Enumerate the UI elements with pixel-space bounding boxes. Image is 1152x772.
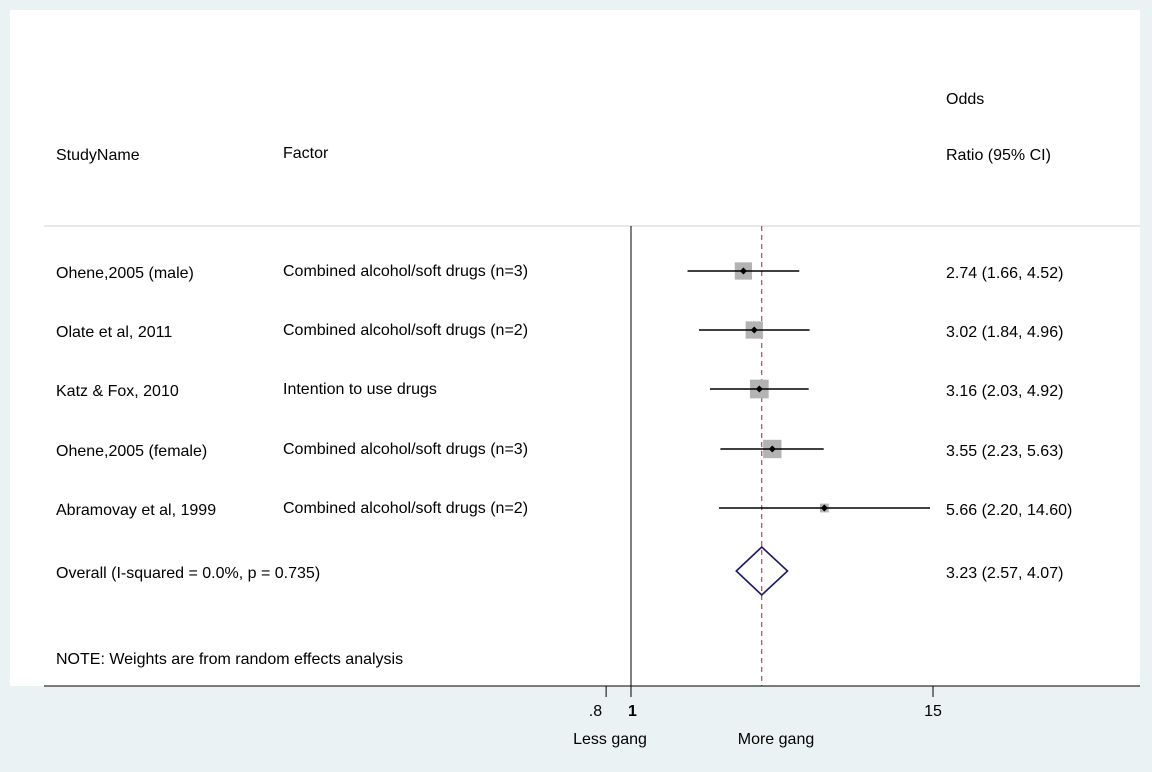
header-study-name: StudyName	[56, 147, 140, 164]
study-factor: Combined alcohol/soft drugs (n=3)	[283, 441, 528, 458]
study-factor: Intention to use drugs	[283, 381, 437, 398]
x-tick-label: 15	[924, 703, 942, 720]
study-ci-label: 3.55 (2.23, 5.63)	[946, 443, 1063, 460]
study-point-estimate	[820, 504, 828, 512]
study-factor: Combined alcohol/soft drugs (n=2)	[283, 322, 528, 339]
weights-note: NOTE: Weights are from random effects an…	[56, 651, 403, 668]
study-name: Ohene,2005 (female)	[56, 443, 207, 460]
x-axis-ticks: .8 1 15	[589, 686, 942, 720]
study-name: Abramovay et al, 1999	[56, 502, 216, 519]
header-odds: Odds	[946, 91, 984, 108]
study-point-estimate	[739, 267, 747, 275]
plot-background	[10, 10, 1140, 686]
study-name: Katz & Fox, 2010	[56, 383, 179, 400]
header-factor: Factor	[283, 145, 329, 162]
study-ci-label: 3.16 (2.03, 4.92)	[946, 383, 1063, 400]
overall-label: Overall (I-squared = 0.0%, p = 0.735)	[56, 565, 320, 582]
study-point-estimate	[750, 326, 758, 334]
study-name: Olate et al, 2011	[56, 324, 172, 341]
study-point-estimate	[755, 385, 763, 393]
study-point-estimate	[768, 445, 776, 453]
study-rows: Ohene,2005 (male) Combined alcohol/soft d…	[56, 263, 1072, 519]
x-caption-less: Less gang	[573, 731, 647, 748]
study-ci-label: 2.74 (1.66, 4.52)	[946, 265, 1063, 282]
plot-marks	[630, 226, 930, 686]
study-ci-label: 3.02 (1.84, 4.96)	[946, 324, 1063, 341]
x-caption-more: More gang	[738, 731, 815, 748]
overall-diamond	[735, 545, 789, 597]
x-tick-label: .8	[589, 703, 602, 720]
study-name: Ohene,2005 (male)	[56, 265, 194, 282]
x-tick-label: 1	[628, 703, 637, 720]
header-ratio-ci: Ratio (95% CI)	[946, 147, 1051, 164]
study-ci-label: 5.66 (2.20, 14.60)	[946, 502, 1072, 519]
study-factor: Combined alcohol/soft drugs (n=3)	[283, 263, 528, 280]
overall-ci-label: 3.23 (2.57, 4.07)	[946, 565, 1063, 582]
study-factor: Combined alcohol/soft drugs (n=2)	[283, 500, 528, 517]
